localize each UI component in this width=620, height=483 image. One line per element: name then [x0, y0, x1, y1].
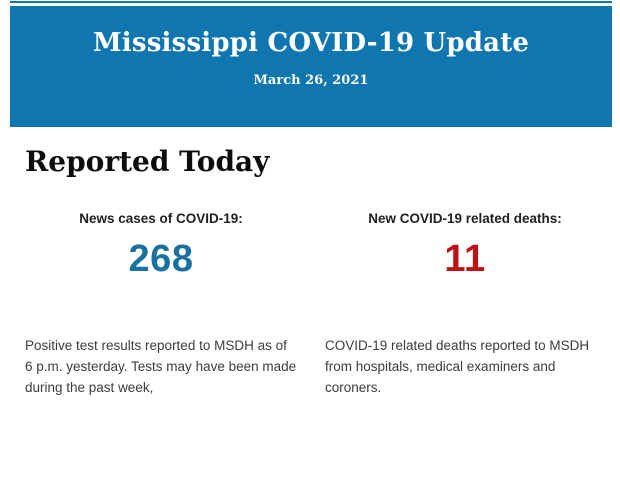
report-body: Reported Today News cases of COVID-19: 2… — [0, 146, 620, 398]
stats-columns: News cases of COVID-19: 268 Positive tes… — [25, 211, 605, 398]
stat-description: COVID-19 related deaths reported to MSDH… — [325, 338, 590, 395]
stat-description: Positive test results reported to MSDH a… — [25, 338, 297, 395]
stat-new-cases: News cases of COVID-19: 268 Positive tes… — [25, 211, 297, 398]
stat-new-deaths: New COVID-19 related deaths: 11 COVID-19… — [325, 211, 605, 398]
stat-value: 268 — [128, 238, 194, 280]
header-date: March 26, 2021 — [253, 73, 369, 88]
stat-label: New COVID-19 related deaths: — [368, 211, 562, 226]
stat-value: 11 — [444, 238, 486, 280]
top-divider — [10, 1, 612, 3]
page-title: Mississippi COVID-19 Update — [92, 28, 530, 58]
section-title: Reported Today — [25, 145, 270, 178]
column-spacer — [297, 211, 325, 398]
stat-label: News cases of COVID-19: — [79, 211, 243, 226]
header-banner: Mississippi COVID-19 Update March 26, 20… — [10, 6, 612, 127]
